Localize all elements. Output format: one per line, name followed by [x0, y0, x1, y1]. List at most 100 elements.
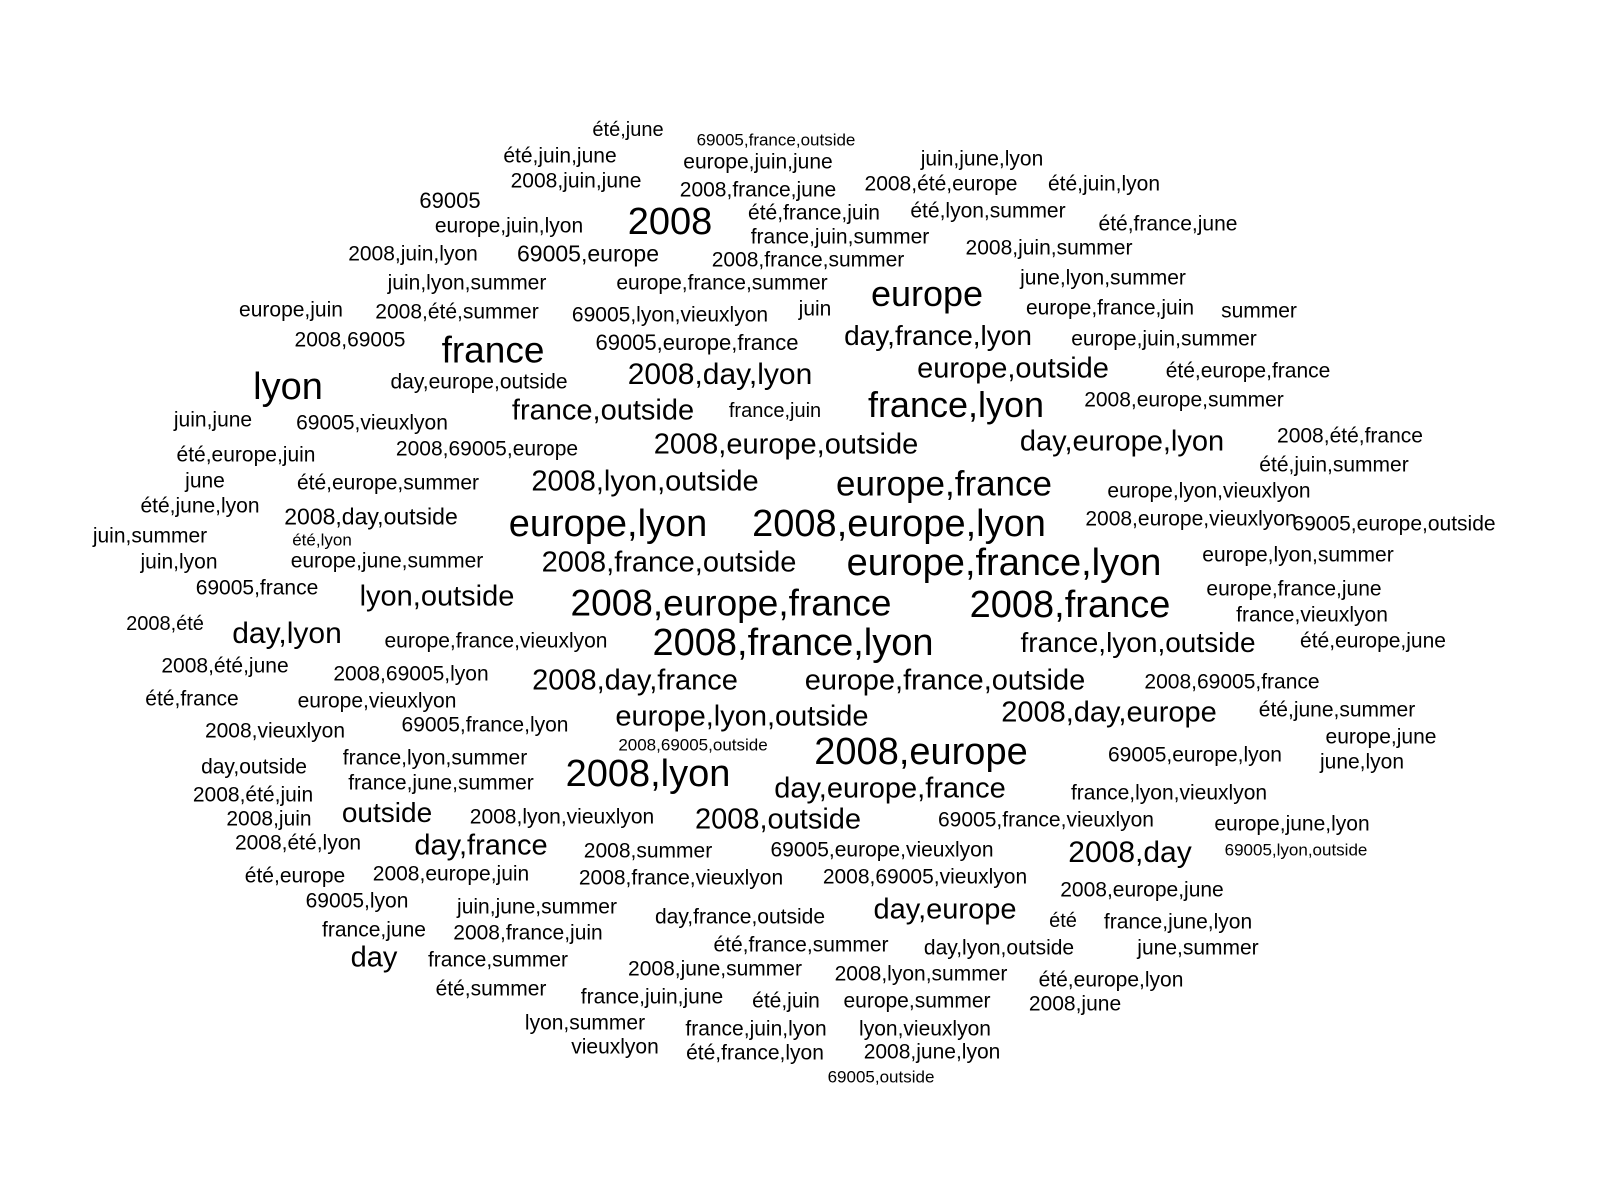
cloud-word: été,june — [592, 119, 664, 141]
cloud-word: 2008,day,europe — [1001, 696, 1217, 729]
cloud-word: été,france,lyon — [686, 1041, 824, 1065]
cloud-word: europe,juin,lyon — [434, 214, 584, 238]
cloud-word: 69005,france — [195, 576, 319, 600]
cloud-word: day,europe,france — [774, 772, 1006, 805]
cloud-word: juin,summer — [92, 524, 208, 548]
cloud-word: 2008,europe,vieuxlyon — [1085, 507, 1297, 531]
cloud-word: europe,lyon,summer — [1202, 543, 1394, 567]
cloud-word: europe,june — [1325, 725, 1437, 749]
cloud-word: 2008,june — [1028, 992, 1122, 1016]
cloud-word: europe,france — [836, 464, 1052, 504]
cloud-word: france,june — [322, 918, 426, 942]
cloud-word: europe,juin,june — [683, 150, 833, 174]
cloud-word: day,europe,lyon — [1019, 425, 1225, 458]
cloud-word: europe,vieuxlyon — [297, 689, 457, 713]
cloud-word: été,juin,lyon — [1047, 172, 1161, 196]
cloud-word: été,europe,juin — [176, 443, 316, 467]
cloud-word: france,juin,lyon — [685, 1017, 827, 1041]
cloud-word: europe,summer — [843, 989, 991, 1013]
cloud-word: 2008,europe,france — [570, 582, 892, 624]
cloud-word: 2008,france,june — [679, 178, 837, 202]
cloud-word: france,juin — [728, 400, 822, 422]
cloud-word: 2008,été,lyon — [234, 831, 362, 855]
cloud-word: 2008,june,summer — [628, 957, 802, 981]
cloud-word: lyon,vieuxlyon — [859, 1017, 991, 1041]
cloud-word: juin,lyon — [140, 550, 218, 574]
cloud-word: 2008 — [627, 201, 713, 243]
cloud-word: day — [350, 941, 398, 974]
cloud-word: day,lyon,outside — [923, 936, 1075, 960]
cloud-word: 2008,france — [969, 584, 1171, 626]
cloud-word: été,europe,lyon — [1038, 968, 1184, 992]
cloud-word: day,france,lyon — [844, 320, 1032, 351]
cloud-word: june,summer — [1137, 936, 1259, 960]
cloud-word: 69005,vieuxlyon — [296, 411, 448, 435]
cloud-word: 69005,lyon,vieuxlyon — [571, 303, 769, 327]
cloud-word: europe — [870, 273, 984, 314]
cloud-word: 69005,france,lyon — [401, 713, 569, 737]
cloud-word: été,france,june — [1098, 212, 1238, 236]
cloud-word: juin,june — [173, 408, 253, 432]
cloud-word: june,lyon — [1319, 750, 1405, 774]
cloud-word: été,europe,summer — [296, 471, 480, 495]
cloud-word: juin,june,summer — [457, 895, 617, 919]
cloud-word: 69005,lyon — [305, 889, 409, 913]
cloud-word: france,outside — [511, 394, 695, 427]
cloud-word: france,lyon,summer — [342, 746, 528, 770]
cloud-word: 2008,summer — [583, 839, 713, 863]
cloud-word: europe,lyon — [508, 503, 708, 545]
cloud-word: juin,lyon,summer — [387, 271, 547, 295]
cloud-word: 2008,juin,lyon — [348, 242, 478, 266]
cloud-word: france,vieuxlyon — [1236, 603, 1388, 627]
cloud-word: 69005,europe,france — [595, 330, 799, 355]
cloud-word: 69005,outside — [827, 1067, 935, 1087]
cloud-word: 2008,69005,lyon — [333, 662, 489, 686]
cloud-word: été,juin — [752, 989, 820, 1013]
cloud-word: 2008,france,outside — [541, 546, 797, 579]
cloud-word: europe,juin,summer — [1071, 327, 1257, 351]
cloud-word: day,lyon — [232, 617, 342, 650]
cloud-word: france,juin,june — [580, 985, 724, 1009]
cloud-word: 2008,outside — [694, 803, 862, 836]
cloud-word: été — [1049, 910, 1077, 932]
cloud-word: 69005,france,vieuxlyon — [938, 808, 1154, 832]
cloud-word: europe,france,outside — [804, 664, 1086, 697]
cloud-word: 69005,europe,outside — [1292, 512, 1496, 536]
cloud-word: 2008,france,vieuxlyon — [578, 866, 784, 890]
cloud-word: france,juin,summer — [750, 225, 930, 249]
cloud-word: europe,france,juin — [1025, 296, 1195, 320]
cloud-word: été,france,juin — [748, 201, 880, 225]
cloud-word: europe,france,lyon — [846, 542, 1162, 584]
cloud-word: 2008,69005 — [294, 328, 406, 352]
cloud-word: 2008,été — [126, 613, 204, 635]
cloud-word: 2008,june,lyon — [863, 1040, 1001, 1064]
cloud-word: day,outside — [201, 755, 307, 779]
cloud-word: 2008,été,summer — [375, 300, 539, 324]
cloud-word: 2008,day — [1068, 836, 1192, 869]
cloud-word: été,lyon — [292, 530, 352, 550]
cloud-word: 69005,lyon,outside — [1224, 840, 1368, 860]
cloud-word: 2008,europe,juin — [372, 862, 530, 886]
cloud-word: 2008,day,outside — [284, 503, 458, 530]
cloud-word: france,june,summer — [348, 771, 534, 795]
cloud-word: 2008,lyon,outside — [531, 465, 759, 498]
cloud-word: 2008,europe,summer — [1084, 388, 1284, 412]
cloud-word: day,europe — [873, 893, 1017, 926]
cloud-word: day,europe,outside — [390, 370, 568, 394]
cloud-word: 2008,69005,france — [1144, 670, 1320, 694]
cloud-word: 2008,lyon,summer — [834, 962, 1008, 986]
cloud-word: france,summer — [427, 948, 569, 972]
cloud-word: lyon — [253, 366, 323, 408]
cloud-word: france,june,lyon — [1103, 910, 1253, 934]
cloud-word: été,summer — [435, 977, 547, 1001]
cloud-word: 2008,lyon — [565, 753, 731, 795]
cloud-word: 2008,été,juin — [192, 783, 314, 807]
cloud-word: 2008,france,summer — [711, 248, 905, 272]
cloud-word: été,europe,france — [1165, 359, 1331, 383]
cloud-word: 2008,day,france — [532, 664, 738, 697]
cloud-word: été,europe,june — [1300, 629, 1446, 653]
cloud-word: été,lyon,summer — [910, 199, 1066, 223]
cloud-word: été,june,lyon — [140, 494, 260, 518]
cloud-word: 69005,france,outside — [696, 130, 856, 150]
